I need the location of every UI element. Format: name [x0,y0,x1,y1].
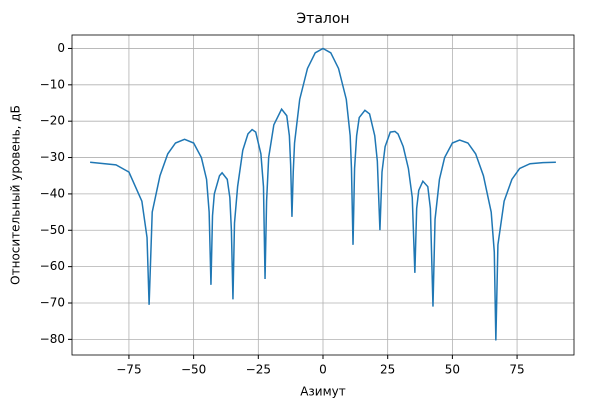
y-tick-label: −40 [40,186,65,200]
chart-title: Эталон [296,11,349,27]
plot-frame [71,34,575,356]
y-tick-label: 0 [57,41,65,55]
y-tick-label: −80 [40,332,65,346]
line [90,47,556,341]
x-tick-label: 50 [445,363,460,377]
x-tick-label: 75 [509,363,524,377]
x-tick-label: −75 [116,363,141,377]
x-tick-label: −25 [246,363,271,377]
y-tick-label: −10 [40,77,65,91]
y-tick-label: −70 [40,296,65,310]
y-axis-label: Относительный уровень, дБ [9,105,23,285]
y-tick-label: −60 [40,259,65,273]
y-tick-label: −20 [40,114,65,128]
x-axis-label: Азимут [300,385,346,399]
y-tick-label: −50 [40,223,65,237]
x-tick-label: −50 [181,363,206,377]
x-tick-label: 0 [319,363,327,377]
y-tick-label: −30 [40,150,65,164]
x-tick-label: 25 [380,363,395,377]
